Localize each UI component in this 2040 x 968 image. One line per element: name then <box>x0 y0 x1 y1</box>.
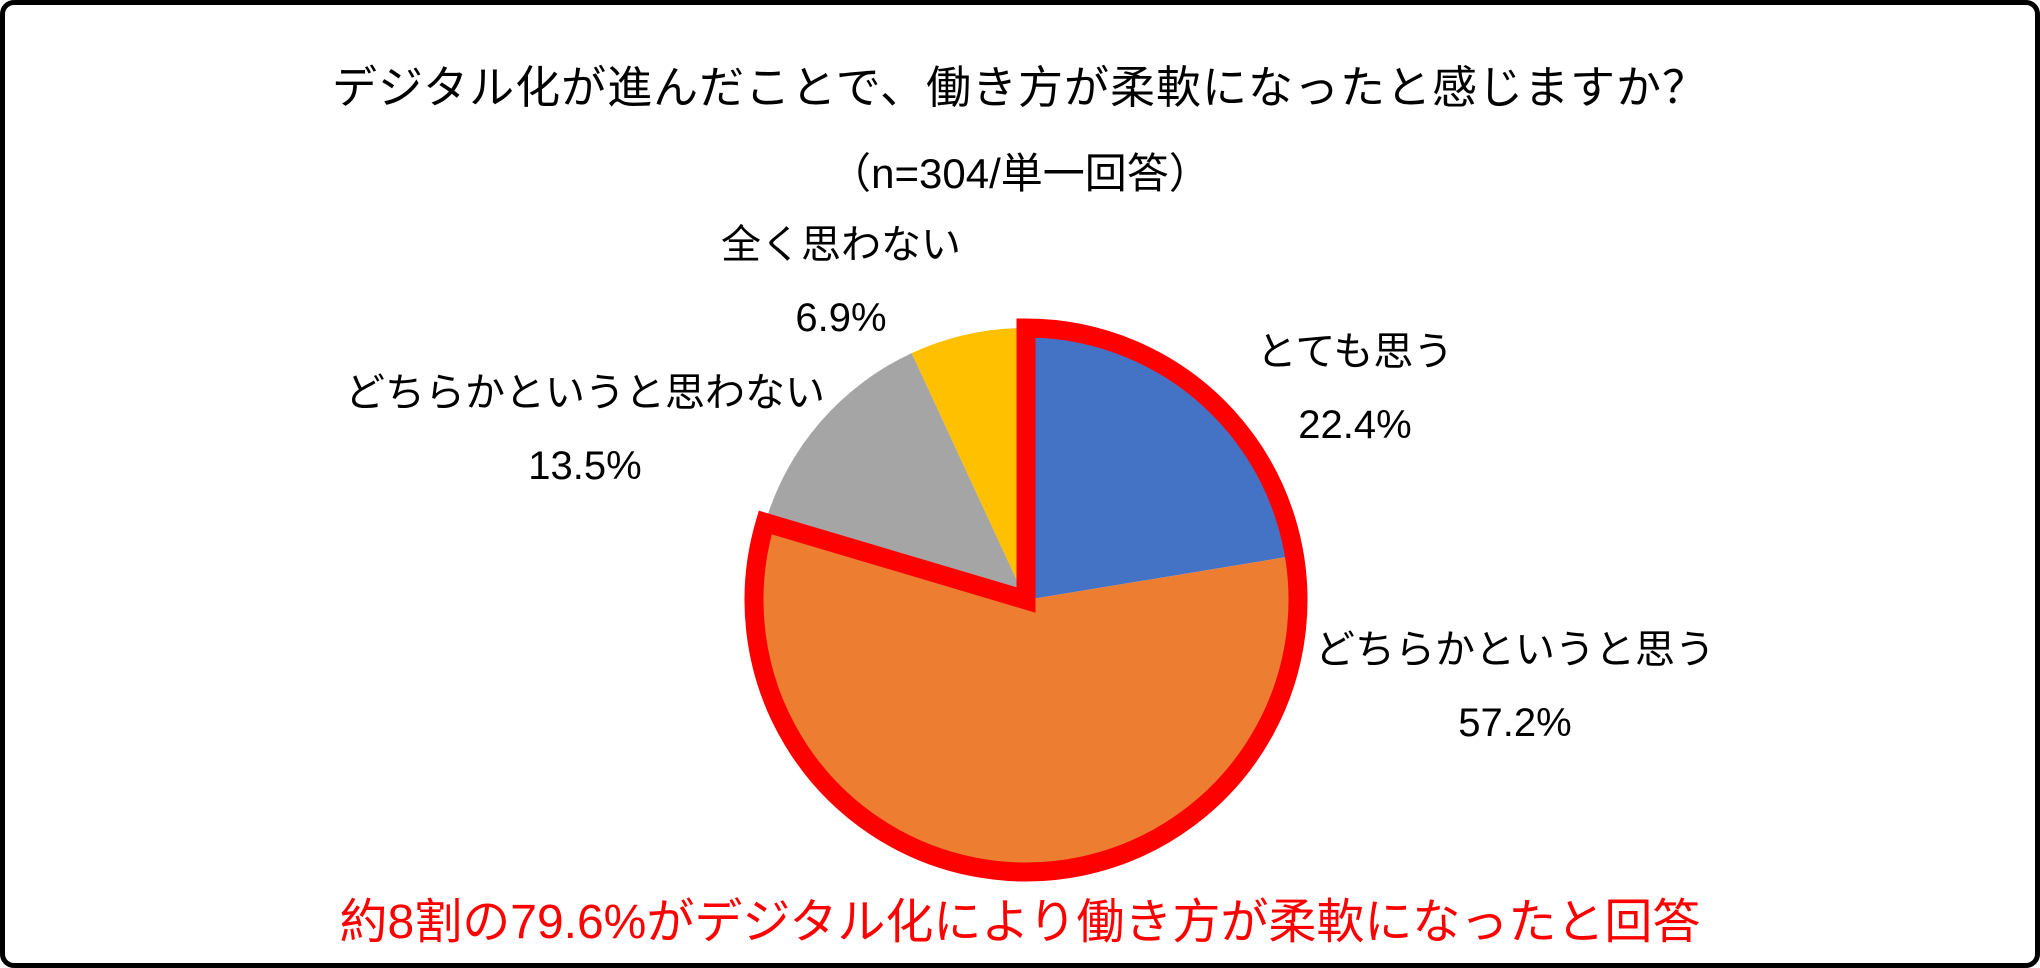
page-title: デジタル化が進んだことで、働き方が柔軟になったと感じますか？ <box>332 62 1708 113</box>
highlight-outline <box>744 318 1308 882</box>
slice-label-percent: 6.9% <box>795 296 887 340</box>
pie-svg <box>744 318 1308 882</box>
slice-label-dochiraka-omou: どちらかというと思う 57.2% <box>1315 629 1715 744</box>
slice-label-percent: 13.5% <box>528 444 642 488</box>
slice-label-mattaku-omowanai: 全く思わない 6.9% <box>721 224 961 339</box>
pie-slice-3 <box>911 328 1026 600</box>
pie-chart <box>726 300 1326 900</box>
pie-slice-0 <box>1026 328 1295 600</box>
slice-label-name: どちらかというと思う <box>1315 628 1715 672</box>
slice-label-percent: 22.4% <box>1298 403 1412 447</box>
pie-slice-1 <box>753 522 1298 872</box>
summary-note: 約8割の79.6%がデジタル化により働き方が柔軟になったと回答 <box>339 896 1701 949</box>
sample-size-note: （n=304/単一回答） <box>829 150 1211 197</box>
slice-label-name: どちらかというと思わない <box>345 371 825 415</box>
slice-label-name: とても思う <box>1256 330 1454 374</box>
slice-label-name: 全く思わない <box>721 223 961 267</box>
slice-label-percent: 57.2% <box>1458 701 1572 745</box>
slice-label-totemo-omou: とても思う 22.4% <box>1257 331 1454 446</box>
slice-label-dochiraka-omowanai: どちらかというと思わない 13.5% <box>345 372 825 487</box>
